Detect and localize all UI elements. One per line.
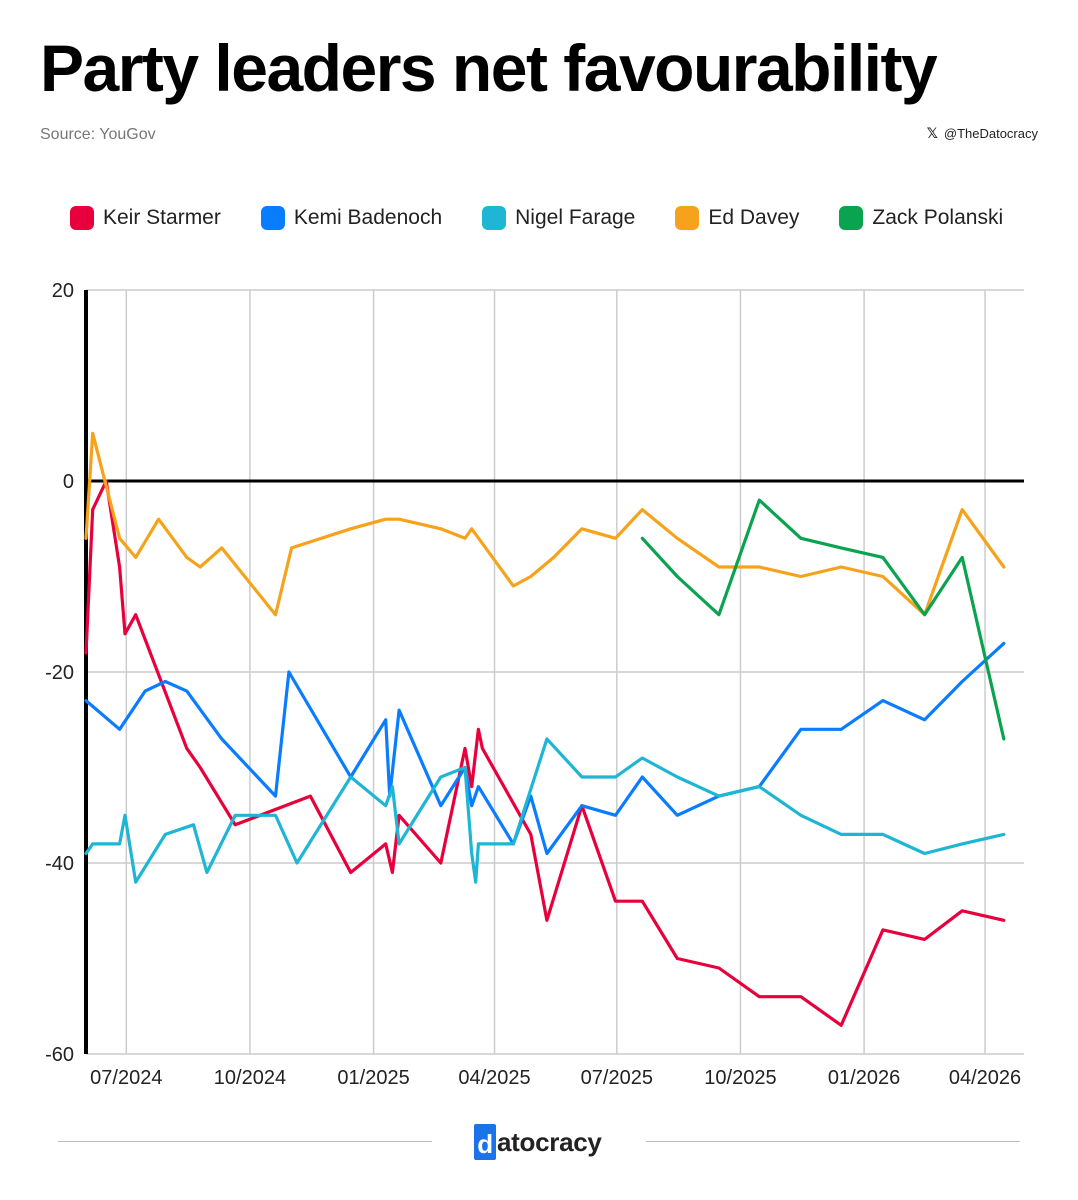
legend-label: Kemi Badenoch: [293, 206, 443, 229]
y-tick-label: -60: [45, 1044, 74, 1066]
page-title: Party leaders net favourability: [40, 31, 938, 105]
x-tick-label: 04/2025: [458, 1067, 530, 1089]
legend-item-1: Kemi Badenoch: [260, 206, 443, 230]
chart-legend: Keir Starmer Kemi Badenoch Nigel Farage Ed …: [70, 206, 1043, 230]
footer-divider-left: [58, 1141, 432, 1142]
legend-item-4: Zack Polanski: [839, 206, 1003, 230]
legend-swatch: [675, 206, 700, 230]
footer-divider-right: [646, 1141, 1020, 1142]
brand-logo: d atocracy: [474, 1124, 602, 1160]
x-tick-label: 10/2024: [214, 1067, 286, 1089]
legend-swatch: [70, 206, 94, 230]
social-handle[interactable]: 𝕏 @TheDatocracy: [927, 125, 1038, 142]
source-label: Source: YouGov: [40, 126, 156, 143]
x-tick-label: 04/2026: [949, 1067, 1021, 1089]
y-tick-label: 20: [52, 280, 74, 302]
x-tick-label: 07/2024: [90, 1067, 162, 1089]
y-tick-label: -20: [45, 662, 74, 684]
x-tick-label: 01/2025: [337, 1067, 409, 1089]
legend-label: Nigel Farage: [515, 206, 636, 229]
x-tick-label: 07/2025: [581, 1067, 653, 1089]
x-logo-icon: 𝕏: [926, 125, 938, 141]
series-line-ed-davey: [84, 431, 1006, 617]
y-tick-label: 0: [63, 471, 74, 493]
y-tick-label: -40: [45, 853, 74, 875]
legend-item-2: Nigel Farage: [482, 206, 635, 230]
brand-initial: d: [474, 1124, 496, 1160]
legend-label: Ed Davey: [708, 206, 800, 229]
series-line-zack-polanski: [640, 498, 1006, 741]
series-line-kemi-badenoch: [84, 641, 1006, 856]
legend-label: Keir Starmer: [103, 206, 221, 229]
legend-swatch: [260, 206, 285, 230]
handle-text: @TheDatocracy: [943, 126, 1038, 141]
legend-item-0: Keir Starmer: [70, 206, 221, 230]
series-line-keir-starmer: [84, 479, 1006, 1027]
x-tick-label: 01/2026: [828, 1067, 900, 1089]
line-chart: 20 0 -20 -40 -60 07/2024 10/2024 01/2025 04/2025…: [45, 280, 1024, 1089]
legend-label: Zack Polanski: [872, 206, 1004, 229]
x-tick-label: 10/2025: [704, 1067, 776, 1089]
legend-swatch: [839, 206, 864, 230]
legend-item-3: Ed Davey: [675, 206, 799, 230]
brand-name: atocracy: [497, 1126, 602, 1157]
legend-swatch: [482, 206, 507, 230]
series-line-nigel-farage: [84, 737, 1006, 884]
